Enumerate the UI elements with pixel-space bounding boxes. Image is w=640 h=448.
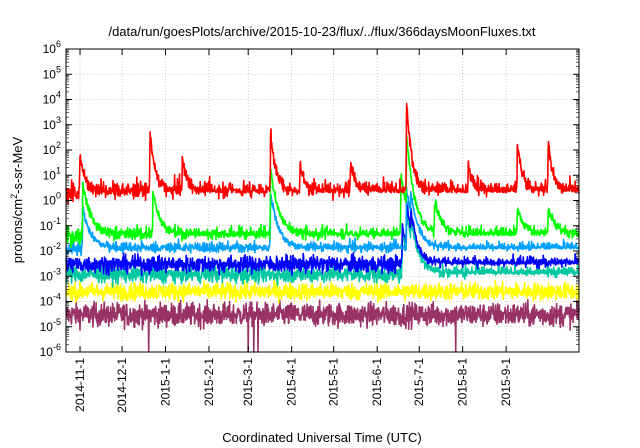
- series-line-7: [65, 102, 580, 205]
- y-tick-label: 10-4: [40, 292, 61, 309]
- x-tick-label: 2014-11-1: [73, 358, 87, 412]
- y-axis-title-sup: 2: [9, 194, 19, 199]
- plot-frame: [66, 49, 579, 352]
- chart-title: /data/run/goesPlots/archive/2015-10-23/f…: [108, 24, 535, 39]
- plot-border: [65, 48, 580, 353]
- y-axis-title-main: protons/cm: [10, 199, 25, 263]
- y-axis-title-rest: -s-sr-MeV: [10, 136, 25, 193]
- x-tick-label: 2014-12-1: [115, 358, 129, 413]
- series-line-5: [65, 186, 580, 257]
- x-tick-label: 2015-1-1: [159, 358, 173, 406]
- x-tick-label: 2015-9-1: [499, 358, 513, 406]
- y-axis-title: protons/cm2-s-sr-MeV: [9, 136, 25, 263]
- y-tick-label: 10-1: [40, 216, 61, 233]
- x-tick-label: 2015-3-1: [241, 358, 255, 406]
- y-tick-label: 10-3: [40, 266, 61, 283]
- y-axis-labels: 10-6 10-5 10-4 10-3 10-2 10-1 100 101 102 103 104 1…: [40, 39, 61, 359]
- series-line-6: [65, 133, 580, 249]
- series-line-1: [65, 297, 580, 353]
- y-tick-label: 103: [43, 115, 61, 132]
- series-line-2: [65, 278, 580, 304]
- y-tick-label: 101: [43, 165, 61, 182]
- x-axis-title: Coordinated Universal Time (UTC): [222, 430, 421, 445]
- y-tick-label: 10-6: [40, 342, 61, 359]
- y-tick-label: 100: [43, 191, 61, 208]
- series-line-3: [65, 209, 580, 288]
- x-axis-labels: 2014-11-1 2014-12-1 2015-1-1 2015-2-1 2015-3…: [73, 358, 513, 413]
- y-tick-label: 10-2: [40, 241, 61, 258]
- y-tick-label: 104: [43, 90, 61, 107]
- y-tick-label: 106: [43, 39, 61, 56]
- y-tick-label: 10-5: [40, 317, 61, 334]
- x-tick-label: 2015-7-1: [412, 358, 426, 406]
- x-tick-label: 2015-4-1: [285, 358, 299, 406]
- x-tick-label: 2015-2-1: [202, 358, 216, 406]
- series-line-4: [65, 200, 580, 277]
- y-tick-label: 102: [43, 140, 61, 157]
- x-tick-label: 2015-5-1: [327, 358, 341, 406]
- x-tick-label: 2015-6-1: [370, 358, 384, 406]
- y-tick-label: 105: [43, 64, 61, 81]
- series-group: [65, 102, 580, 353]
- x-tick-label: 2015-8-1: [456, 358, 470, 406]
